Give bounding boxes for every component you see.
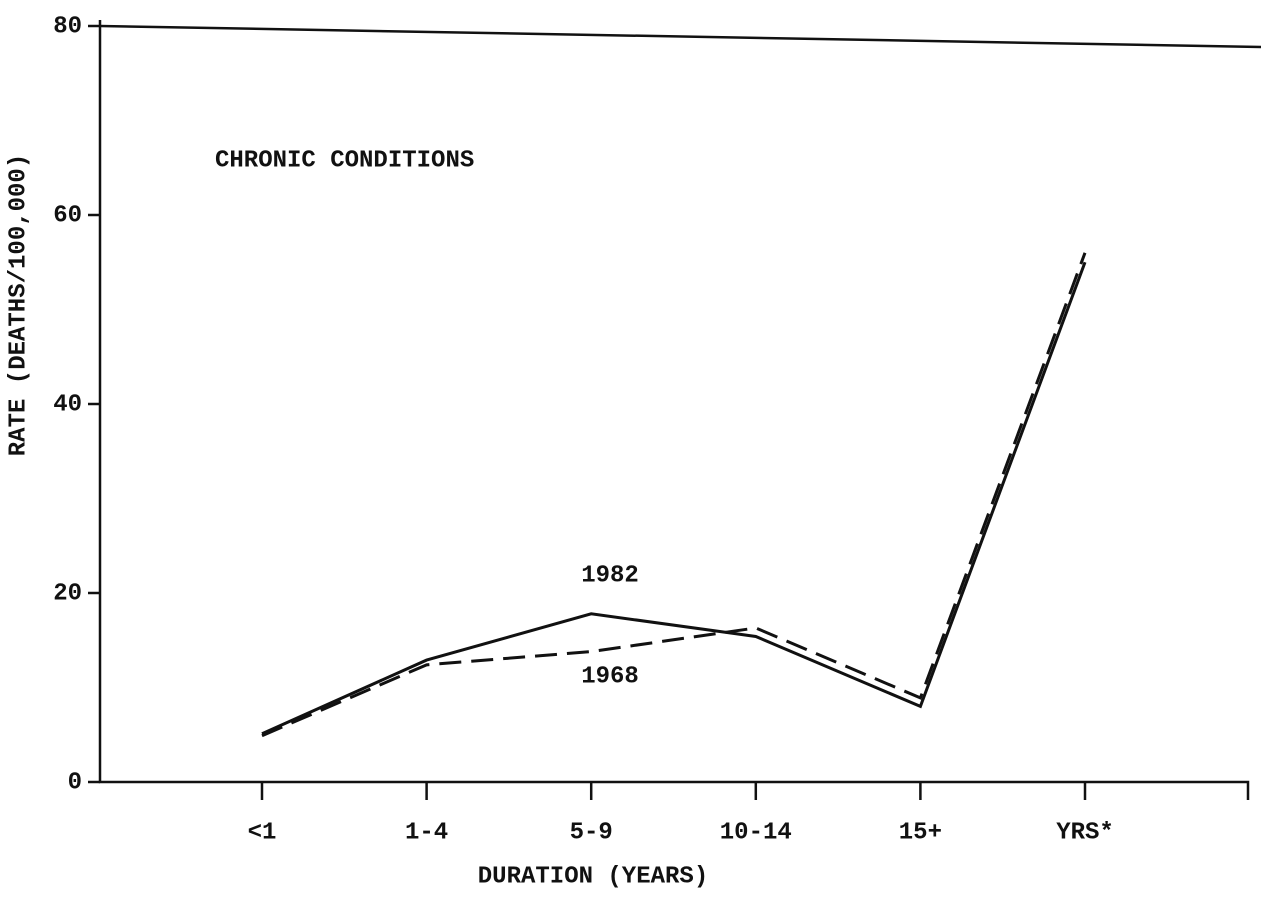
y-tick-label: 40 bbox=[53, 391, 82, 418]
y-tick-label: 80 bbox=[53, 13, 82, 40]
series-line bbox=[261, 261, 1087, 736]
annotation: 1968 bbox=[581, 663, 639, 690]
y-tick-label: 60 bbox=[53, 202, 82, 229]
y-axis-label: RATE (DEATHS/100,000) bbox=[5, 154, 32, 456]
annotation: CHRONIC CONDITIONS bbox=[215, 147, 474, 174]
x-tick-label: 10-14 bbox=[720, 819, 792, 846]
series-line bbox=[261, 252, 1087, 738]
x-tick-label: <1 bbox=[248, 819, 277, 846]
axes bbox=[98, 20, 1250, 800]
x-axis-label: DURATION (YEARS) bbox=[478, 863, 708, 890]
x-tick-label: 1-4 bbox=[405, 819, 448, 846]
y-tick-label: 20 bbox=[53, 580, 82, 607]
x-tick-label: 5-9 bbox=[570, 819, 613, 846]
annotation: 1982 bbox=[581, 562, 639, 589]
y-tick-label: 0 bbox=[68, 769, 82, 796]
x-tick-label: YRS* bbox=[1056, 819, 1114, 846]
top-border bbox=[99, 24, 1261, 49]
x-tick-label: 15+ bbox=[899, 819, 942, 846]
